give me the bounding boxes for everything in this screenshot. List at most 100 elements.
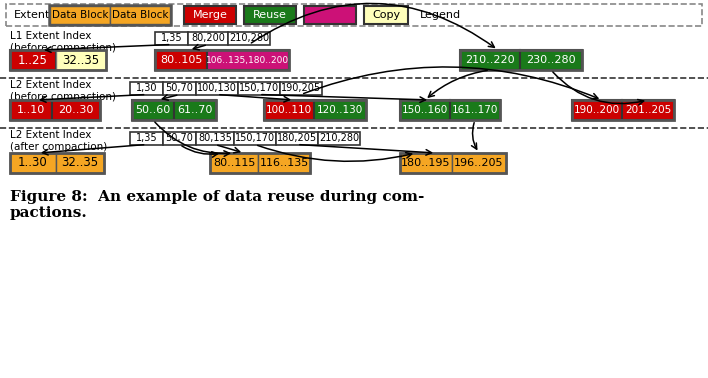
Bar [188, 31, 228, 45]
Bar [130, 82, 163, 94]
Text: 1..25: 1..25 [18, 54, 48, 67]
Text: L2 Extent Index
(before compaction): L2 Extent Index (before compaction) [10, 80, 116, 102]
Bar [400, 100, 450, 120]
Text: 190..200: 190..200 [574, 105, 620, 115]
Text: Split: Split [318, 10, 343, 20]
Bar [572, 100, 622, 120]
Text: 50,70: 50,70 [166, 133, 193, 143]
Bar [52, 100, 100, 120]
Text: 210,280: 210,280 [229, 33, 269, 43]
Text: 230..280: 230..280 [526, 55, 576, 65]
Bar [155, 50, 289, 70]
Bar [10, 50, 56, 70]
Text: 1,35: 1,35 [161, 33, 183, 43]
Text: 32..35: 32..35 [62, 54, 100, 67]
Text: 201..205: 201..205 [625, 105, 671, 115]
Bar [234, 132, 276, 144]
Bar [6, 4, 702, 26]
Text: 180..195: 180..195 [401, 158, 451, 168]
Bar [210, 153, 258, 173]
Text: 196..205: 196..205 [455, 158, 504, 168]
Bar [56, 50, 106, 70]
Text: Data Block: Data Block [52, 10, 108, 20]
Text: 20..30: 20..30 [58, 105, 93, 115]
Bar [163, 82, 196, 94]
Bar [622, 100, 674, 120]
Text: 80..105: 80..105 [160, 55, 202, 65]
Bar [110, 6, 170, 24]
Bar [452, 153, 506, 173]
Text: 80,135: 80,135 [198, 133, 232, 143]
Text: 50,70: 50,70 [166, 83, 193, 93]
Bar [228, 31, 270, 45]
Bar [130, 132, 163, 144]
Text: Data Block: Data Block [112, 10, 169, 20]
Text: Merge: Merge [193, 10, 227, 20]
Text: 106..135,180..200: 106..135,180..200 [207, 56, 290, 65]
Bar [460, 50, 520, 70]
Bar [280, 82, 322, 94]
Text: 150,170: 150,170 [235, 133, 275, 143]
Bar [132, 100, 216, 120]
Text: 210..220: 210..220 [465, 55, 515, 65]
Text: Reuse: Reuse [253, 10, 287, 20]
Text: 120..130: 120..130 [317, 105, 363, 115]
Bar [155, 31, 188, 45]
Bar [400, 153, 506, 173]
Text: Legend: Legend [420, 10, 461, 20]
Bar [520, 50, 582, 70]
Bar [244, 6, 296, 24]
Bar [572, 100, 674, 120]
Text: pactions.: pactions. [10, 206, 88, 220]
Bar [163, 132, 196, 144]
Bar [318, 132, 360, 144]
Bar [196, 82, 238, 94]
Text: 100,130: 100,130 [197, 83, 237, 93]
Text: 180,205: 180,205 [277, 133, 317, 143]
Text: 150..160: 150..160 [402, 105, 448, 115]
Bar [10, 153, 56, 173]
Text: 190,205: 190,205 [281, 83, 321, 93]
Bar [400, 153, 452, 173]
Bar [304, 6, 356, 24]
Bar [10, 153, 104, 173]
Bar [49, 5, 171, 25]
Text: 1,30: 1,30 [136, 83, 157, 93]
Text: L1 Extent Index
(before compaction): L1 Extent Index (before compaction) [10, 31, 116, 53]
Text: 1,35: 1,35 [136, 133, 157, 143]
Bar [207, 50, 289, 70]
Bar [10, 50, 106, 70]
Bar [56, 153, 104, 173]
Bar [184, 6, 236, 24]
Text: 32..35: 32..35 [62, 156, 98, 169]
Bar [264, 100, 314, 120]
Bar [450, 100, 500, 120]
Text: Extent: Extent [14, 10, 50, 20]
Text: 161..170: 161..170 [452, 105, 498, 115]
Text: 100..110: 100..110 [266, 105, 312, 115]
Text: 1..10: 1..10 [17, 105, 45, 115]
Text: 150,170: 150,170 [239, 83, 279, 93]
Bar [50, 6, 110, 24]
Text: 80,200: 80,200 [191, 33, 225, 43]
Bar [10, 100, 52, 120]
Text: 80..115: 80..115 [213, 158, 255, 168]
Bar [174, 100, 216, 120]
Bar [314, 100, 366, 120]
Text: Figure 8:  An example of data reuse during com-: Figure 8: An example of data reuse durin… [10, 190, 424, 204]
Text: 1..30: 1..30 [18, 156, 48, 169]
Bar [264, 100, 366, 120]
Bar [400, 100, 500, 120]
Bar [238, 82, 280, 94]
Bar [460, 50, 582, 70]
Text: 210,280: 210,280 [319, 133, 359, 143]
Text: Copy: Copy [372, 10, 400, 20]
Text: 61..70: 61..70 [177, 105, 212, 115]
Bar [258, 153, 310, 173]
Bar [196, 132, 234, 144]
Bar [364, 6, 408, 24]
Text: L2 Extent Index
(after compaction): L2 Extent Index (after compaction) [10, 130, 107, 152]
Bar [155, 50, 207, 70]
Bar [276, 132, 318, 144]
Text: 50..60: 50..60 [135, 105, 171, 115]
